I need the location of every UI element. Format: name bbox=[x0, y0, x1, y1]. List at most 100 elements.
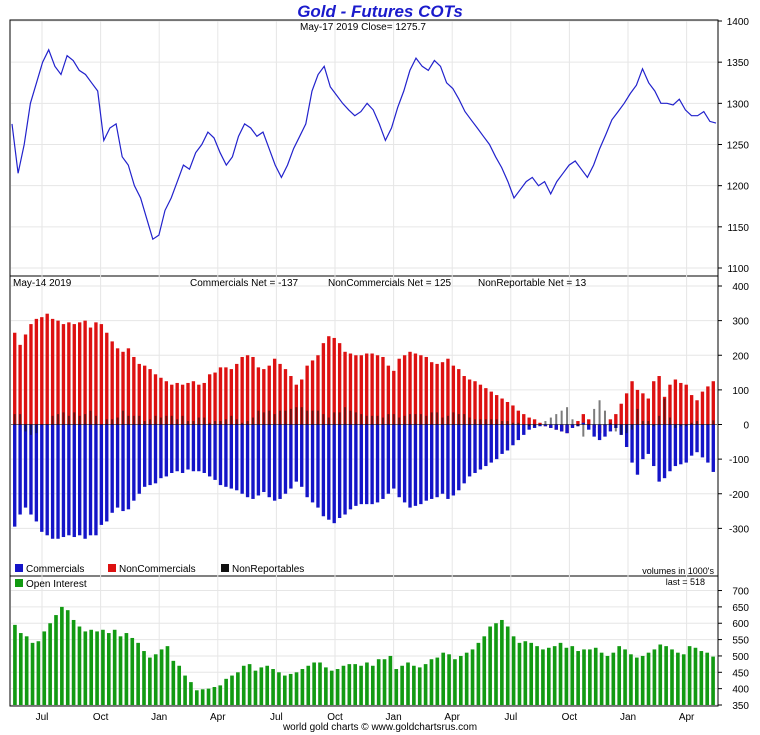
nonreportables-bar bbox=[647, 421, 650, 425]
nonreportables-bar bbox=[214, 421, 217, 425]
noncommercials-bar bbox=[430, 362, 434, 425]
open-interest-bar bbox=[282, 675, 287, 705]
commercials-bar bbox=[289, 424, 293, 489]
commercials-bar bbox=[197, 424, 201, 472]
open-interest-bar bbox=[517, 642, 522, 705]
noncommercials-bar bbox=[397, 358, 401, 425]
noncommercials-bar bbox=[668, 384, 672, 425]
open-interest-bar bbox=[124, 633, 129, 705]
nonreportables-bar bbox=[625, 424, 628, 434]
noncommercials-bar bbox=[327, 336, 331, 425]
open-interest-bar bbox=[13, 624, 17, 705]
commercials-bar bbox=[484, 424, 488, 467]
open-interest-bar bbox=[189, 682, 193, 705]
noncommercials-bar bbox=[652, 381, 656, 425]
commercials-bar bbox=[29, 424, 33, 515]
open-interest-bar bbox=[423, 664, 428, 705]
commercials-bar bbox=[245, 424, 250, 498]
commercials-bar bbox=[88, 424, 93, 536]
commercials-bar bbox=[635, 424, 640, 475]
open-interest-bar bbox=[629, 654, 633, 705]
commercials-bar bbox=[175, 424, 179, 472]
nonreportables-bar bbox=[419, 414, 422, 425]
nonreportables-bar bbox=[138, 415, 141, 425]
noncommercials-bar bbox=[408, 351, 412, 425]
commercials-bar bbox=[348, 424, 353, 510]
noncommercials-bar bbox=[630, 381, 634, 425]
nonreportables-bar bbox=[641, 421, 644, 425]
nonreportables-bar bbox=[696, 421, 699, 425]
noncommercials-bar bbox=[180, 384, 185, 425]
commercials-bar bbox=[170, 424, 174, 473]
noncommercials-bar bbox=[115, 348, 120, 425]
commercials-bar bbox=[641, 424, 645, 460]
nonreportables-bar bbox=[257, 410, 260, 425]
commercials-bar bbox=[207, 424, 212, 477]
legend-label-commercials: Commercials bbox=[26, 564, 84, 575]
x-tick-label: Oct bbox=[562, 712, 578, 723]
noncommercials-bar bbox=[137, 363, 141, 425]
open-interest-bar bbox=[329, 670, 334, 705]
nonreportables-bar bbox=[452, 412, 455, 425]
commercials-bar bbox=[652, 424, 656, 467]
commercials-bar bbox=[267, 424, 271, 498]
noncommercials-bar bbox=[186, 382, 190, 425]
commercials-bar bbox=[457, 424, 461, 491]
nonreportables-bar bbox=[468, 417, 471, 425]
open-interest-bar bbox=[382, 659, 387, 705]
nonreportables-bar bbox=[230, 415, 233, 425]
open-interest-bar bbox=[118, 636, 123, 705]
x-tick-label: Oct bbox=[93, 712, 109, 723]
open-interest-bar bbox=[230, 675, 234, 705]
nonreportables-bar bbox=[555, 414, 558, 425]
commercials-bar bbox=[424, 424, 428, 501]
commercials-bar bbox=[34, 424, 39, 522]
commercials-bar bbox=[180, 424, 185, 473]
noncommercials-bar bbox=[657, 376, 661, 425]
open-interest-bar bbox=[277, 672, 281, 705]
open-interest-bar bbox=[458, 655, 463, 705]
open-interest-bar bbox=[24, 636, 29, 705]
open-interest-bar bbox=[36, 641, 41, 705]
noncommercials-bar bbox=[110, 341, 114, 425]
open-interest-bar bbox=[101, 629, 105, 705]
nonreportables-bar bbox=[690, 422, 693, 425]
noncommercials-bar bbox=[267, 365, 271, 425]
open-interest-bar bbox=[570, 646, 575, 705]
commercials-bar bbox=[505, 424, 510, 451]
noncommercials-bar bbox=[500, 398, 504, 425]
nonreportables-bar bbox=[203, 417, 206, 425]
noncommercials-bar bbox=[235, 363, 239, 425]
noncommercials-bar bbox=[646, 398, 650, 425]
commercials-bar bbox=[18, 424, 22, 515]
open-interest-bar bbox=[676, 652, 680, 705]
noncommercials-bar bbox=[105, 332, 109, 425]
nonreportables-bar bbox=[165, 415, 168, 425]
open-interest-bar bbox=[288, 673, 293, 705]
price-y-tick-label: 1250 bbox=[727, 141, 750, 152]
open-interest-bar bbox=[206, 688, 211, 705]
open-interest-bar bbox=[588, 649, 592, 705]
nonreportables-bar bbox=[224, 419, 227, 425]
nonreportables-bar bbox=[306, 410, 309, 425]
nonreportables-bar bbox=[241, 422, 244, 425]
nonreportables-bar bbox=[425, 415, 428, 425]
open-interest-bar bbox=[318, 662, 322, 705]
commercials-bar bbox=[581, 422, 585, 425]
open-interest-bar bbox=[523, 641, 528, 705]
nonreportables-bar bbox=[338, 412, 341, 425]
legend-swatch-commercials bbox=[15, 564, 23, 572]
nonreportables-bar bbox=[549, 417, 552, 425]
noncommercials-bar bbox=[159, 377, 163, 425]
commercials-bar bbox=[608, 424, 613, 432]
nonreportables-bar bbox=[24, 424, 27, 432]
nonreportables-bar bbox=[598, 400, 601, 425]
commercials-bar bbox=[262, 424, 266, 493]
nonreportables-bar bbox=[289, 408, 292, 425]
credit-text: world gold charts © www.goldchartsrus.co… bbox=[282, 722, 478, 733]
cot-y-tick-label: -200 bbox=[729, 490, 749, 501]
price-y-tick-label: 1150 bbox=[727, 223, 749, 234]
noncommercials-bar bbox=[495, 395, 499, 425]
open-interest-bar bbox=[417, 667, 422, 705]
open-interest-bar bbox=[353, 664, 358, 705]
